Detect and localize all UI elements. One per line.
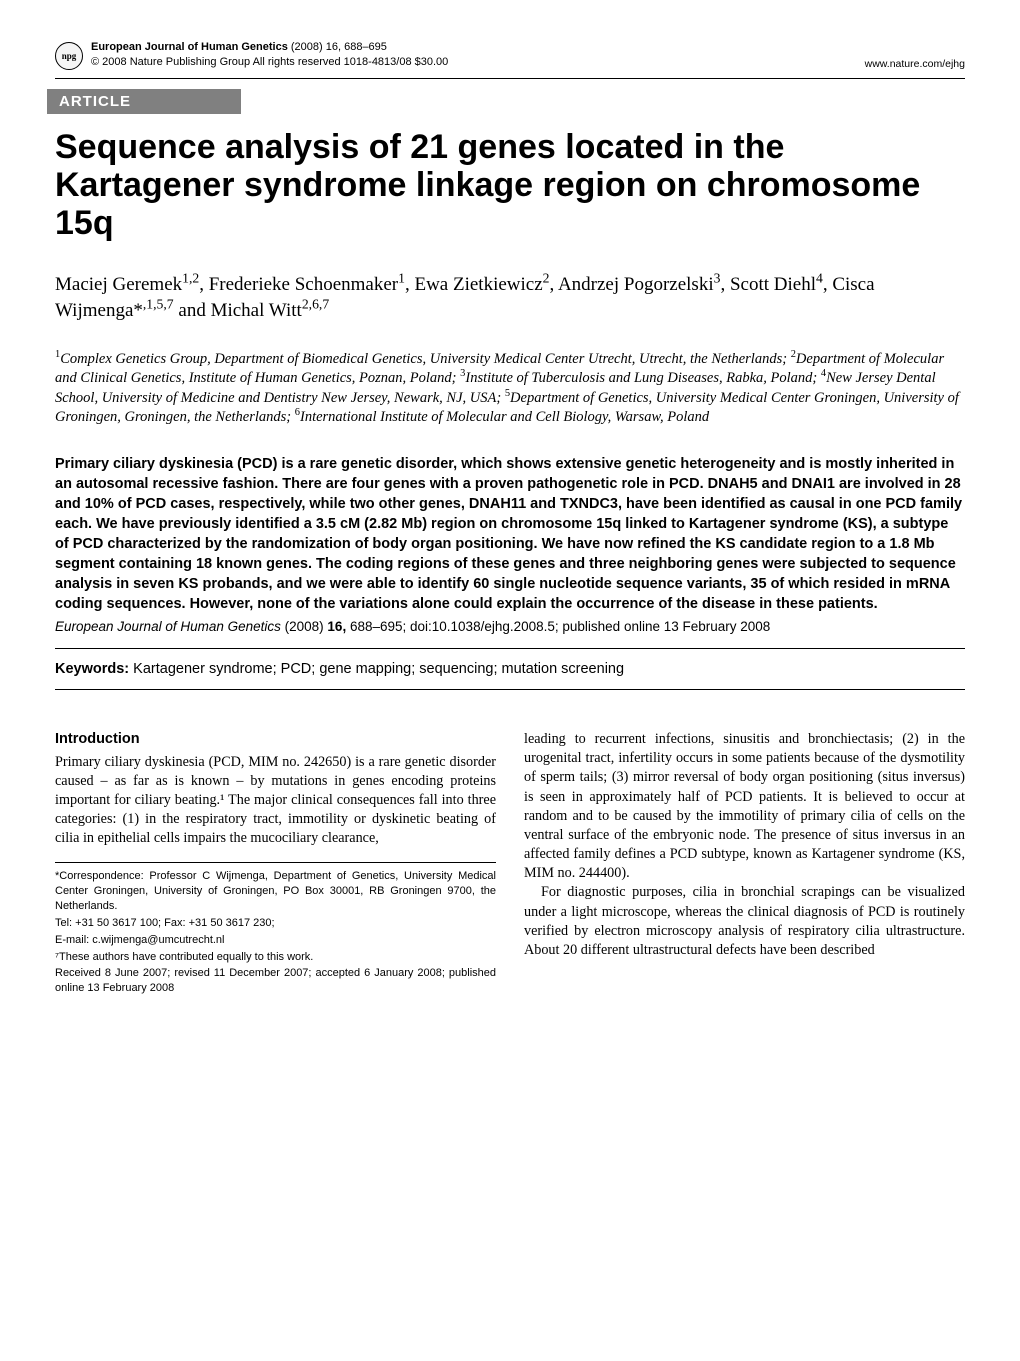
footnote-rule xyxy=(55,862,496,863)
journal-title-bold: European Journal of Human Genetics xyxy=(91,41,288,53)
citation-volume: 16, xyxy=(327,619,346,634)
rule-above-keywords xyxy=(55,648,965,649)
affiliations: 1Complex Genetics Group, Department of B… xyxy=(55,350,965,428)
abstract-text: Primary ciliary dyskinesia (PCD) is a ra… xyxy=(55,454,965,614)
keywords-line: Keywords: Kartagener syndrome; PCD; gene… xyxy=(55,661,965,677)
correspondence-footnote: *Correspondence: Professor C Wijmenga, D… xyxy=(55,869,496,914)
article-type-tab: ARTICLE xyxy=(47,89,241,114)
header-rule xyxy=(55,78,965,79)
received-footnote: Received 8 June 2007; revised 11 Decembe… xyxy=(55,966,496,996)
article-title: Sequence analysis of 21 genes located in… xyxy=(55,128,965,242)
footnotes: *Correspondence: Professor C Wijmenga, D… xyxy=(55,869,496,996)
intro-paragraph-right-1: leading to recurrent infections, sinusit… xyxy=(524,730,965,883)
tel-fax-footnote: Tel: +31 50 3617 100; Fax: +31 50 3617 2… xyxy=(55,916,496,931)
journal-meta: European Journal of Human Genetics (2008… xyxy=(91,40,448,70)
publisher-badge-text: npg xyxy=(62,51,77,61)
intro-paragraph-right-2: For diagnostic purposes, cilia in bronch… xyxy=(524,883,965,960)
left-column: Introduction Primary ciliary dyskinesia … xyxy=(55,730,496,998)
keywords-text: Kartagener syndrome; PCD; gene mapping; … xyxy=(129,661,624,677)
citation-year: (2008) xyxy=(281,619,328,634)
right-column: leading to recurrent infections, sinusit… xyxy=(524,730,965,998)
introduction-heading: Introduction xyxy=(55,730,496,750)
equal-contribution-footnote: ⁷These authors have contributed equally … xyxy=(55,950,496,965)
publisher-badge-icon: npg xyxy=(55,42,83,70)
citation-rest: 688–695; doi:10.1038/ejhg.2008.5; publis… xyxy=(346,619,770,634)
rule-below-keywords xyxy=(55,689,965,690)
journal-title-line: European Journal of Human Genetics (2008… xyxy=(91,40,448,55)
email-footnote: E-mail: c.wijmenga@umcutrecht.nl xyxy=(55,933,496,948)
intro-paragraph-left: Primary ciliary dyskinesia (PCD, MIM no.… xyxy=(55,753,496,849)
citation-line: European Journal of Human Genetics (2008… xyxy=(55,618,965,636)
journal-title-rest: (2008) 16, 688–695 xyxy=(288,41,387,53)
keywords-label: Keywords: xyxy=(55,661,129,677)
authors-line: Maciej Geremek1,2, Frederieke Schoenmake… xyxy=(55,272,965,323)
copyright-line: © 2008 Nature Publishing Group All right… xyxy=(91,55,448,70)
body-columns: Introduction Primary ciliary dyskinesia … xyxy=(55,730,965,998)
citation-journal: European Journal of Human Genetics xyxy=(55,619,281,634)
